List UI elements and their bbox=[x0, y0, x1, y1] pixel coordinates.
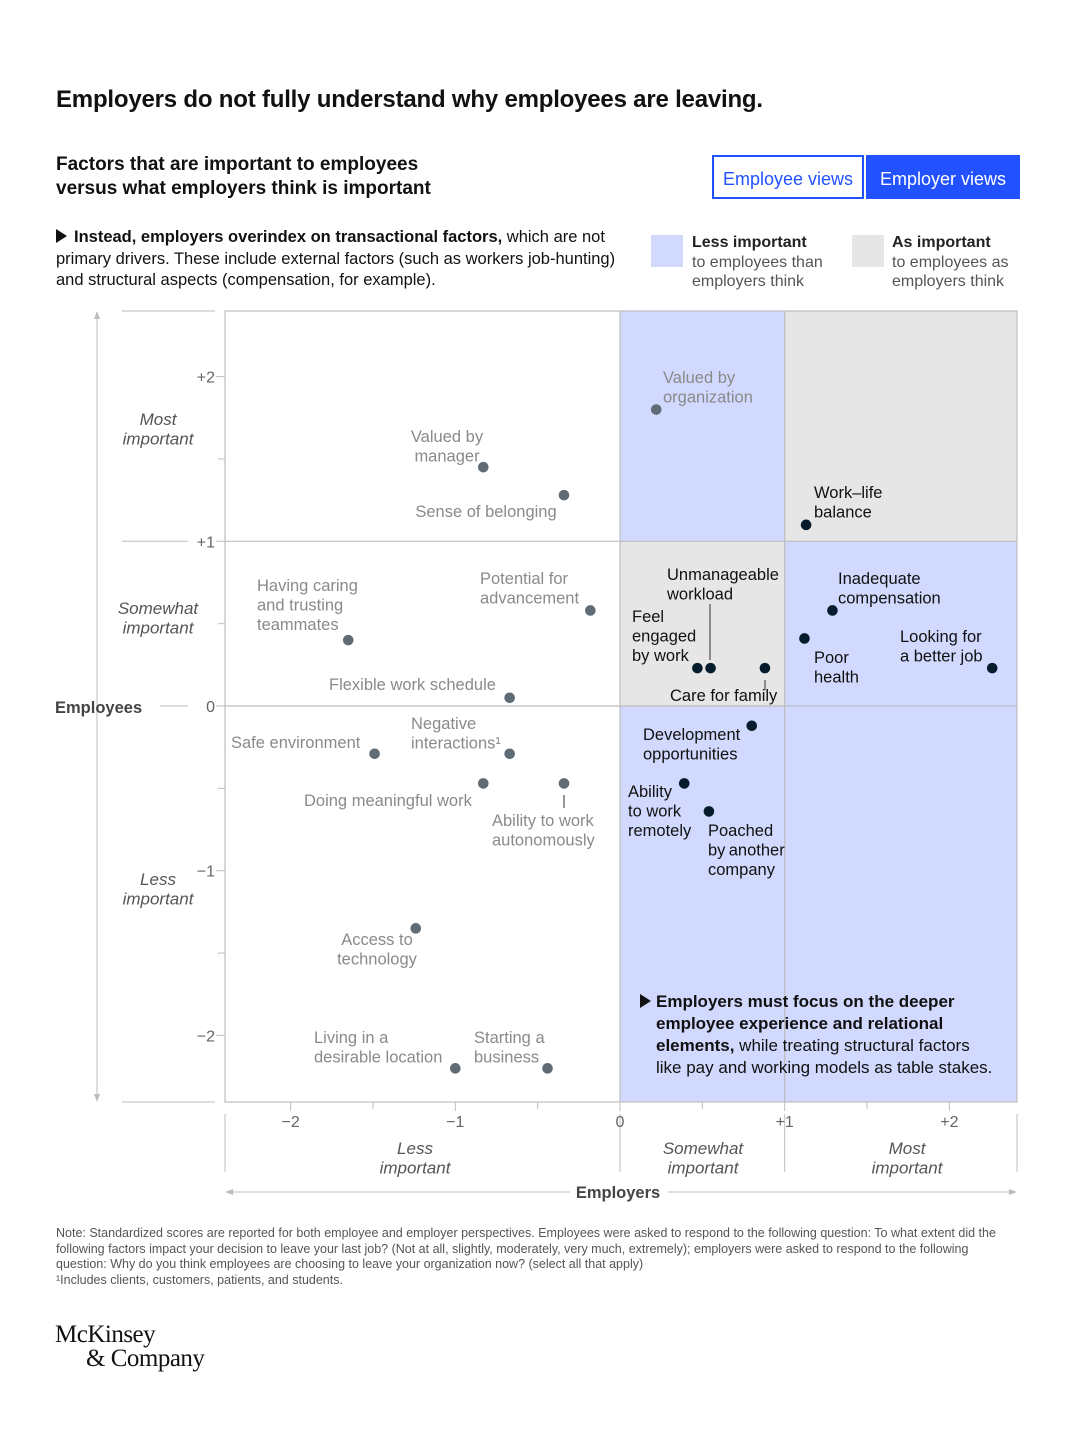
data-label: Ability to work autonomously bbox=[492, 812, 595, 850]
data-point bbox=[692, 662, 703, 674]
y-band-label: Somewhat important bbox=[118, 599, 200, 638]
y-axis-arrow-down bbox=[94, 1094, 100, 1102]
callout-top: Instead, employers overindex on transact… bbox=[56, 227, 636, 292]
footnote-sup: ¹Includes clients, customers, patients, … bbox=[56, 1272, 343, 1287]
data-label: Doing meaningful work bbox=[304, 792, 473, 810]
x-axis-title: Employers bbox=[576, 1184, 660, 1202]
legend-less-text: to employees than employers think bbox=[692, 253, 823, 291]
employer-views-toggle[interactable]: Employer views bbox=[866, 155, 1020, 199]
callout-bottom-line: Employers must focus on the deeper bbox=[656, 992, 955, 1011]
data-point bbox=[450, 1063, 461, 1074]
data-point bbox=[342, 634, 354, 646]
region-as-important-mid bbox=[620, 541, 785, 706]
data-point bbox=[759, 662, 771, 674]
x-band-label: Most important bbox=[872, 1139, 944, 1178]
data-label: Unmanageable workload bbox=[666, 566, 779, 604]
data-point bbox=[504, 748, 515, 760]
data-label: Poor health bbox=[814, 649, 859, 687]
y-tick-label: −1 bbox=[197, 864, 215, 881]
data-point bbox=[558, 778, 570, 789]
y-tick-label: −2 bbox=[197, 1028, 215, 1045]
y-tick-label: +2 bbox=[197, 370, 215, 387]
y-tick-label: 0 bbox=[206, 699, 215, 716]
data-label: Inadequate compensation bbox=[838, 570, 941, 608]
data-point bbox=[369, 748, 380, 760]
y-band-label: Most important bbox=[123, 410, 195, 449]
x-tick-label: +1 bbox=[776, 1114, 794, 1131]
x-tick-label: 0 bbox=[616, 1114, 625, 1131]
region-as-important-top bbox=[784, 311, 1017, 542]
y-axis-arrow-up bbox=[94, 311, 100, 319]
logo-line2: & Company bbox=[86, 1345, 205, 1372]
data-label: Poached by another company bbox=[708, 822, 785, 879]
data-label: Having caring and trusting teammates bbox=[257, 577, 358, 634]
legend-less: Less important to employees than employe… bbox=[692, 233, 842, 292]
data-point bbox=[410, 923, 422, 934]
y-tick-label: +1 bbox=[197, 534, 215, 551]
callout-bottom-triangle-icon bbox=[640, 994, 651, 1008]
data-label: Safe environment bbox=[231, 734, 361, 752]
employee-views-toggle[interactable]: Employee views bbox=[712, 155, 864, 199]
data-label: Sense of belonging bbox=[415, 503, 556, 521]
x-axis-arrow-left bbox=[225, 1189, 233, 1195]
data-point bbox=[542, 1063, 553, 1074]
data-point bbox=[650, 404, 662, 415]
x-tick-label: −1 bbox=[446, 1114, 464, 1131]
data-point bbox=[746, 720, 758, 732]
data-label: Negative interactions¹ bbox=[411, 715, 501, 753]
chart-subtitle: Factors that are important to employees … bbox=[56, 154, 431, 199]
mckinsey-logo: McKinsey & Company bbox=[55, 1321, 205, 1372]
data-label: Living in a desirable location bbox=[314, 1029, 442, 1067]
page-title: Employers do not fully understand why em… bbox=[56, 86, 763, 113]
data-point bbox=[477, 778, 489, 789]
triangle-bullet-icon bbox=[56, 229, 67, 243]
x-tick-label: +2 bbox=[940, 1114, 958, 1131]
data-label: Work–life balance bbox=[814, 484, 882, 522]
data-label: Valued by organization bbox=[663, 369, 753, 407]
legend-as-text: to employees as employers think bbox=[892, 253, 1009, 291]
footnote-note: Note: Standardized scores are reported f… bbox=[56, 1226, 996, 1271]
data-label: Access to technology bbox=[337, 931, 418, 969]
data-point bbox=[986, 662, 998, 674]
data-point bbox=[705, 662, 716, 674]
data-label: Feel engaged by work bbox=[632, 608, 696, 665]
x-tick-label: −2 bbox=[281, 1114, 299, 1131]
data-point bbox=[477, 461, 489, 473]
callout-bottom-line: like pay and working models as table sta… bbox=[656, 1058, 992, 1077]
callout-top-text: which are not primary drivers. These inc… bbox=[56, 228, 616, 289]
data-label: Ability to work remotely bbox=[628, 783, 692, 840]
data-label: Looking for a better job bbox=[900, 628, 983, 666]
data-point bbox=[585, 605, 596, 616]
data-label: Development opportunities bbox=[643, 726, 741, 764]
data-label: Potential for advancement bbox=[480, 570, 579, 608]
callout-top-bold: Instead, employers overindex on transact… bbox=[74, 228, 503, 246]
legend-swatch-less bbox=[651, 235, 683, 267]
data-point bbox=[504, 692, 515, 704]
callout-bottom-line: elements, while treating structural fact… bbox=[656, 1036, 970, 1055]
logo-line1: McKinsey bbox=[55, 1321, 156, 1348]
legend-as: As important to employees as employers t… bbox=[892, 233, 1022, 292]
x-band-label: Less important bbox=[380, 1139, 452, 1178]
footnote: Note: Standardized scores are reported f… bbox=[56, 1226, 1016, 1288]
legend-less-title: Less important bbox=[692, 234, 807, 251]
data-label: Flexible work schedule bbox=[329, 676, 496, 694]
legend-swatch-as bbox=[852, 235, 884, 267]
y-band-label: Less important bbox=[123, 870, 195, 909]
data-point bbox=[678, 778, 690, 789]
x-band-label: Somewhat important bbox=[663, 1139, 745, 1178]
legend-as-title: As important bbox=[892, 234, 991, 251]
data-label: Starting a business bbox=[474, 1029, 545, 1067]
data-point bbox=[799, 633, 810, 644]
data-point bbox=[558, 489, 570, 501]
data-point bbox=[827, 605, 838, 616]
data-point bbox=[703, 806, 715, 817]
data-point bbox=[800, 519, 812, 531]
data-label: Care for family bbox=[670, 687, 778, 705]
data-label: Valued by manager bbox=[411, 428, 484, 466]
callout-bottom-line: employee experience and relational bbox=[656, 1014, 943, 1033]
y-axis-title: Employees bbox=[55, 699, 142, 717]
x-axis-arrow-right bbox=[1009, 1189, 1017, 1195]
